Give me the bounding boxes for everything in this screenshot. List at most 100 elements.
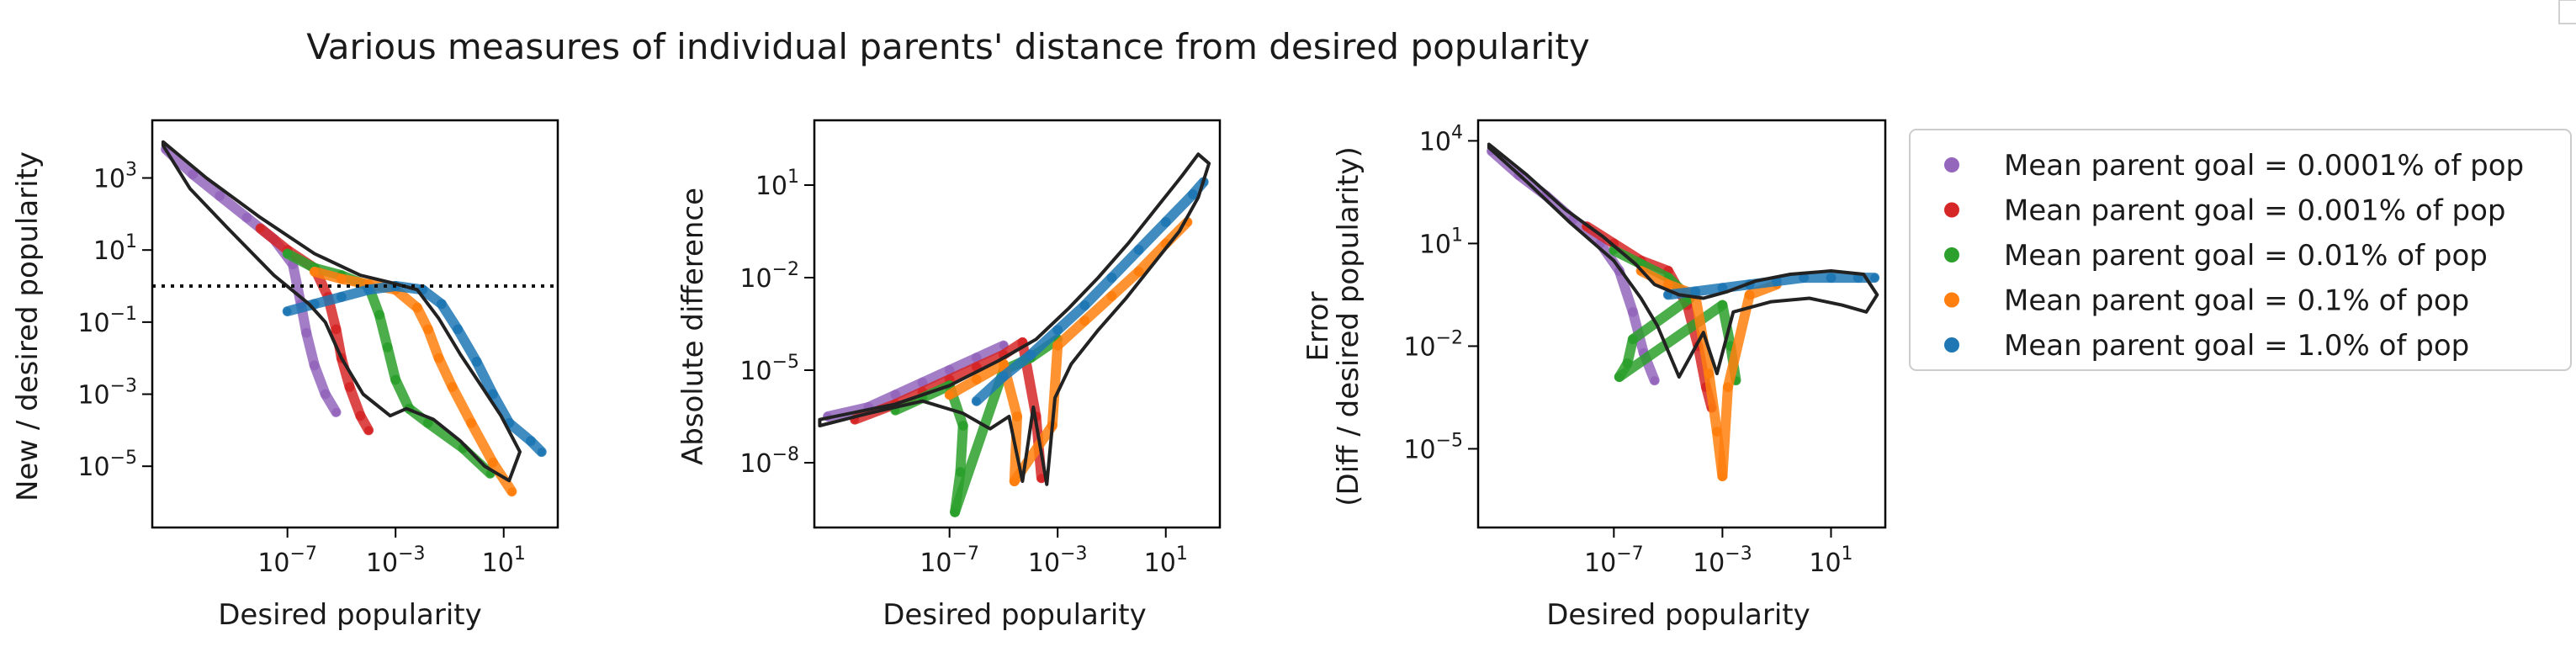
series-band: [1635, 258, 1673, 284]
y-tick-label: 101: [755, 167, 799, 201]
y-tick-label: 10−3: [77, 376, 137, 411]
series-band: [215, 190, 252, 223]
axes-frame: [813, 119, 1222, 529]
series-band: [1052, 315, 1090, 351]
legend-marker: [1944, 157, 1959, 172]
legend-label: Mean parent goal = 0.0001% of pop: [2004, 149, 2524, 183]
y-axis-label: Absolute difference: [676, 188, 710, 465]
outline-curve: [1487, 142, 1879, 379]
series-band: [1717, 300, 1736, 352]
series-band: [1627, 293, 1695, 345]
y-axis-label: Error(Diff / desired popularity): [1301, 146, 1365, 506]
x-tick-label: 101: [1809, 543, 1852, 578]
legend-marker: [1944, 247, 1959, 262]
series-band: [458, 443, 496, 479]
series-band: [944, 374, 982, 400]
legend: Mean parent goal = 0.0001% of pop Mean pa…: [1909, 129, 2572, 371]
x-axis-label: Desired popularity: [1546, 598, 1810, 632]
x-tick-label: 10−3: [1693, 543, 1752, 578]
series-band: [1614, 266, 1638, 317]
legend-marker: [1944, 337, 1959, 353]
series-band: [1540, 190, 1578, 225]
x-tick-label: 10−7: [920, 543, 979, 578]
series-band: [971, 371, 1009, 406]
y-tick-label: 101: [93, 231, 137, 266]
series-band: [1106, 245, 1144, 283]
data-points: [823, 177, 1209, 517]
series-band: [390, 374, 415, 414]
series-band: [188, 169, 225, 201]
y-tick-label: 10−1: [77, 304, 137, 338]
series-band: [1106, 266, 1144, 301]
y-tick-label: 101: [1419, 225, 1463, 259]
y-tick-label: 10−5: [739, 352, 799, 386]
y-tick-label: 103: [93, 160, 137, 194]
corner-mark: [2558, 0, 2576, 24]
series-band: [998, 349, 1036, 382]
subplot-ratio: New / desired popularity Desired popular…: [11, 119, 559, 632]
data-points: [161, 144, 547, 497]
x-tick-label: 101: [1144, 543, 1188, 578]
series-band: [301, 327, 320, 371]
series-band: [382, 342, 401, 385]
x-tick-label: 10−7: [1584, 543, 1644, 578]
series-0: [823, 340, 1009, 421]
series-band: [950, 365, 1009, 517]
series-band: [1026, 325, 1063, 360]
y-tick-label: 10−5: [77, 448, 137, 482]
series-band: [344, 382, 366, 421]
axes-frame: [1476, 119, 1887, 529]
series-band: [320, 389, 342, 417]
axes-frame: [151, 119, 559, 529]
legend-label: Mean parent goal = 1.0% of pop: [2004, 329, 2469, 363]
series-band: [453, 324, 482, 367]
series-4: [282, 281, 547, 458]
series-band: [1133, 217, 1171, 255]
x-tick-label: 10−7: [257, 543, 317, 578]
legend-frame: [1909, 129, 2572, 371]
y-axis-label-line: Error: [1301, 292, 1335, 362]
y-tick-label: 10−8: [739, 444, 799, 479]
legend-label: Mean parent goal = 0.001% of pop: [2004, 194, 2505, 228]
series-band: [355, 411, 374, 436]
series-band: [955, 421, 968, 477]
subplot-error: Error(Diff / desired popularity) Desired…: [1301, 119, 1887, 632]
series-band: [525, 436, 547, 458]
x-axis-label: Desired popularity: [218, 598, 481, 632]
series-3: [1635, 266, 1782, 481]
x-axis-label: Desired popularity: [883, 598, 1146, 632]
series-band: [1614, 300, 1728, 382]
y-tick-label: 10−2: [1403, 327, 1463, 362]
legend-label: Mean parent goal = 0.01% of pop: [2004, 239, 2488, 273]
series-band: [447, 382, 477, 428]
series-band: [309, 360, 331, 400]
y-tick-label: 10−5: [1403, 430, 1463, 464]
series-band: [471, 357, 498, 400]
series-band: [971, 340, 1009, 363]
figure-title: Various measures of individual parents' …: [306, 26, 1590, 67]
series-band: [1704, 368, 1722, 437]
series-band: [255, 223, 293, 256]
series-1: [255, 223, 374, 436]
series-band: [1160, 189, 1198, 227]
legend-label: Mean parent goal = 0.1% of pop: [2004, 284, 2469, 318]
subplot-absolute-difference: Absolute difference Desired popularity 1…: [676, 119, 1222, 632]
y-axis-label-line: (Diff / desired popularity): [1332, 146, 1365, 506]
series-band: [487, 389, 515, 428]
series-band: [1079, 291, 1117, 326]
y-tick-label: 10−2: [739, 259, 799, 294]
series-band: [466, 417, 498, 468]
y-tick-label: 104: [1419, 122, 1463, 156]
data-points: [1487, 146, 1880, 481]
series-4: [971, 177, 1209, 406]
series-band: [1717, 382, 1733, 481]
series-band: [433, 353, 458, 392]
series-band: [1052, 300, 1090, 336]
series-band: [422, 417, 469, 453]
x-tick-label: 10−3: [1028, 543, 1088, 578]
outline-curve: [818, 152, 1211, 486]
x-tick-label: 101: [482, 543, 526, 578]
series-band: [161, 144, 199, 180]
x-tick-label: 10−3: [366, 543, 426, 578]
